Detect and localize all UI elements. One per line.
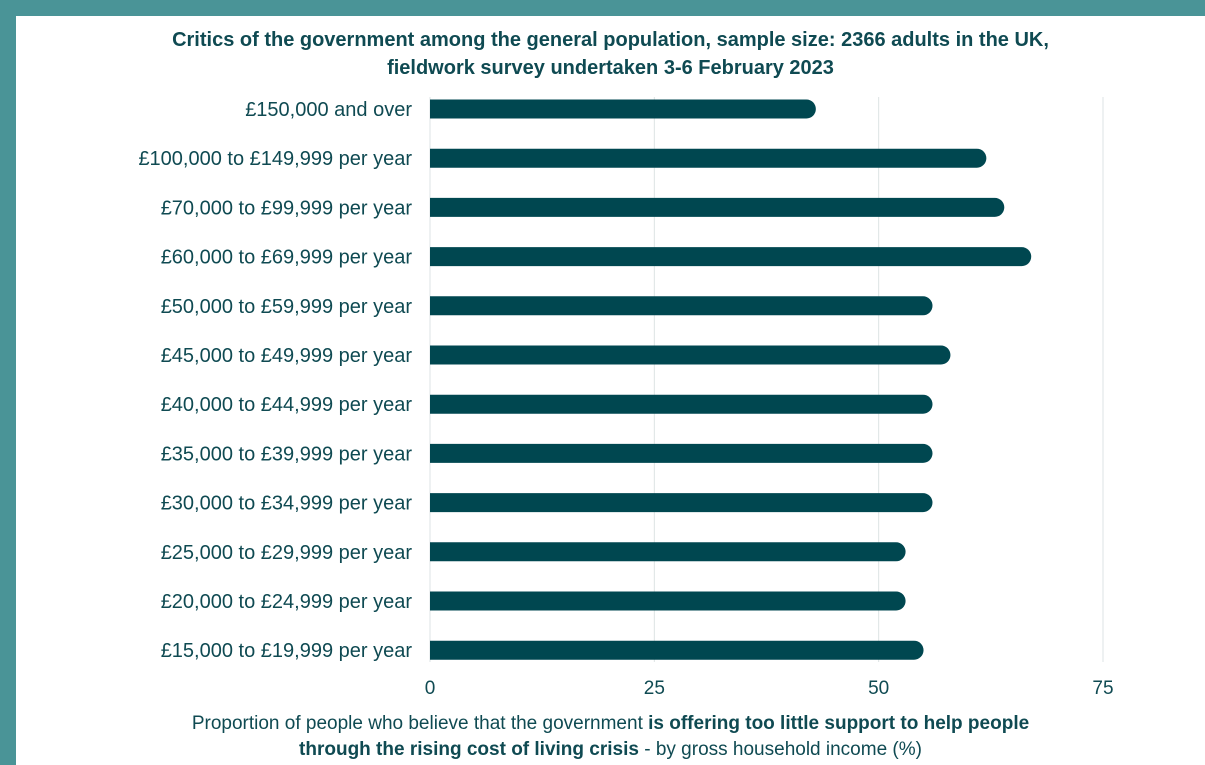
chart-title: Critics of the government among the gene… [16,26,1205,82]
x-axis-caption-line-2: through the rising cost of living crisis… [16,737,1205,763]
caption-bold-1: is offering too little support to help p… [648,713,1030,734]
bar-4 [430,296,933,316]
bar-11 [430,640,924,660]
x-tick-label-75: 75 [1092,678,1113,699]
bar-6 [430,394,933,414]
bar-10 [430,591,906,611]
x-axis-caption: Proportion of people who believe that th… [16,711,1205,763]
bar-7 [430,443,933,463]
category-label-6: £40,000 to £44,999 per year [161,394,413,416]
category-label-0: £150,000 and over [245,99,412,121]
caption-bold-2: through the rising cost of living crisis [299,739,639,760]
caption-plain-1: Proportion of people who believe that th… [191,713,649,734]
bar-5 [430,345,951,365]
bar-8 [430,493,933,513]
category-label-7: £35,000 to £39,999 per year [161,443,413,465]
bar-9 [430,542,906,562]
category-label-8: £30,000 to £34,999 per year [161,493,413,515]
x-tick-label-0: 0 [425,678,436,699]
chart-title-line-1: Critics of the government among the gene… [172,29,1049,51]
frame-top-border [0,0,1205,16]
bar-2 [430,197,1005,217]
category-label-9: £25,000 to £29,999 per year [161,542,413,564]
chart-title-line-2: fieldwork survey undertaken 3-6 February… [387,57,834,79]
frame-left-border [0,0,16,765]
x-tick-label-50: 50 [868,678,889,699]
category-label-5: £45,000 to £49,999 per year [161,345,413,367]
bar-3 [430,247,1032,267]
category-label-2: £70,000 to £99,999 per year [161,197,413,219]
category-label-3: £60,000 to £69,999 per year [161,247,413,269]
category-label-10: £20,000 to £24,999 per year [161,591,413,613]
caption-plain-2: - by gross household income (%) [638,739,922,760]
bar-1 [430,148,987,168]
x-tick-label-25: 25 [644,678,665,699]
category-label-1: £100,000 to £149,999 per year [138,148,412,170]
category-label-11: £15,000 to £19,999 per year [161,640,413,662]
category-label-4: £50,000 to £59,999 per year [161,296,413,318]
x-axis-caption-line-1: Proportion of people who believe that th… [16,711,1205,737]
bar-0 [430,99,816,119]
